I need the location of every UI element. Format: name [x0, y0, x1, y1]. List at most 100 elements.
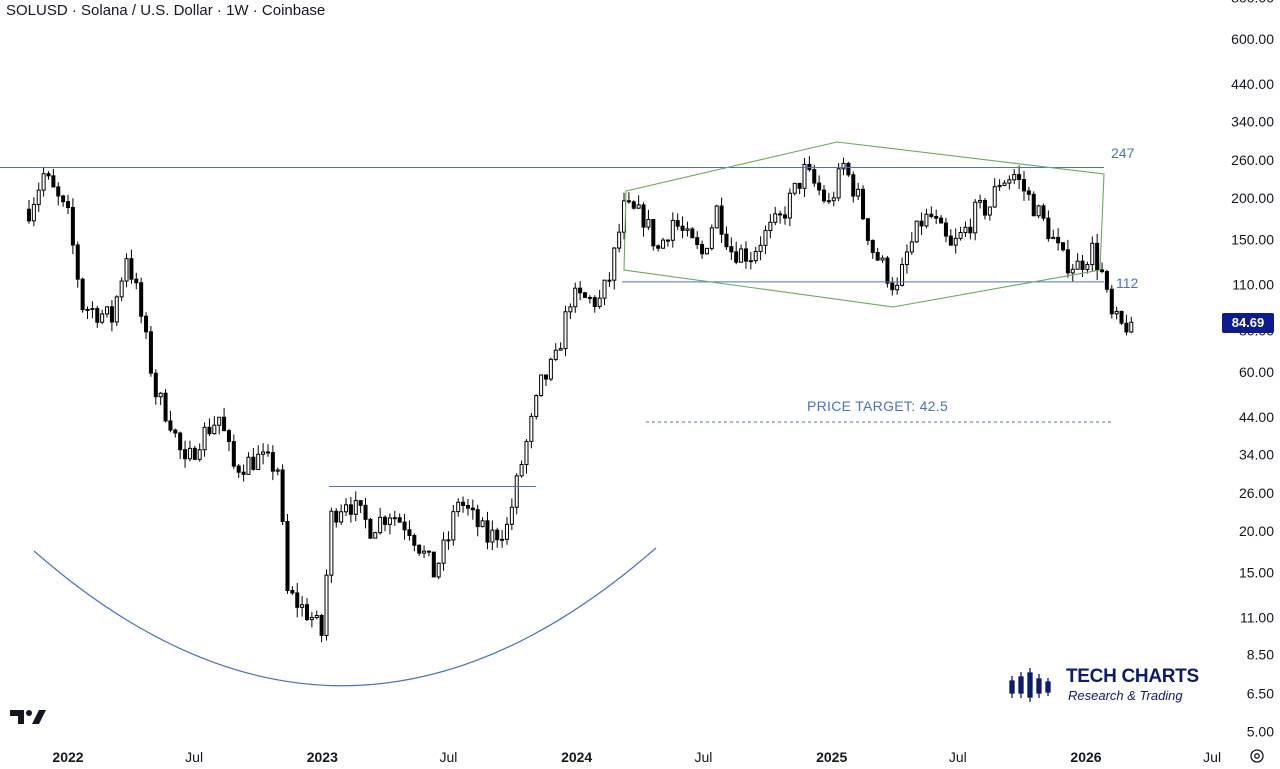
candle-body [597, 297, 602, 307]
candle-body [348, 504, 353, 515]
price-axis[interactable]: 5.00 6.50 8.50 11.00 15.00 20.00 26.00 34.00 44.… [1231, 0, 1274, 739]
candle-body [231, 440, 236, 467]
candle-body [782, 214, 788, 219]
candle [26, 199, 31, 224]
candle-body [1041, 205, 1046, 219]
candle [90, 301, 95, 319]
candle-body [1124, 322, 1129, 333]
tradingview-logo-icon[interactable] [10, 708, 46, 726]
candle-body [109, 306, 114, 323]
candle-body [304, 604, 310, 621]
candle [495, 527, 500, 548]
candle [617, 223, 622, 253]
candle [222, 407, 227, 432]
candle [144, 312, 149, 339]
candle-body [904, 251, 909, 266]
candle [929, 206, 934, 219]
candle-body [56, 186, 61, 197]
chart-title: SOLUSD · Solana / U.S. Dollar · 1W · Coi… [6, 2, 326, 19]
candle [817, 175, 822, 196]
price-axis-tick: 44.00 [1239, 409, 1274, 425]
candle [407, 520, 412, 541]
price-target-label: PRICE TARGET: 42.5 [807, 398, 948, 414]
candle [500, 530, 505, 548]
candle [1124, 314, 1129, 336]
candle-body [982, 199, 987, 216]
candle-body [1085, 264, 1090, 270]
candle [85, 306, 90, 320]
candle [36, 182, 41, 213]
candle [251, 447, 256, 471]
time-axis-tick: 2022 [52, 749, 83, 765]
candle [207, 418, 212, 437]
candle-body [173, 429, 178, 434]
candle-body [183, 449, 188, 460]
candle [451, 504, 456, 546]
candle-body [973, 201, 978, 234]
candle-body [105, 306, 110, 315]
candle-body [1046, 217, 1051, 240]
candle-body [670, 220, 675, 241]
candle [743, 241, 748, 269]
candle-body [300, 604, 305, 608]
candle [861, 185, 866, 220]
candle [95, 305, 100, 328]
candle [392, 510, 397, 526]
candle [821, 185, 827, 204]
settings-gear-icon[interactable] [1249, 748, 1265, 764]
candle [65, 194, 71, 215]
candle-body [90, 308, 95, 311]
candle [1085, 261, 1090, 274]
price-axis-tick: 340.00 [1231, 113, 1274, 129]
candle [231, 434, 236, 469]
candle-body [309, 617, 314, 621]
candle [217, 416, 222, 435]
candle-body [861, 188, 866, 220]
candle-body [919, 220, 924, 227]
candle-body [431, 551, 436, 578]
candle-body [568, 306, 573, 313]
candle-body [704, 247, 709, 255]
candle-body [475, 509, 480, 528]
candle-body [1065, 249, 1070, 274]
candle-body [129, 258, 134, 280]
candle-body [124, 258, 129, 282]
price-axis-tick: 110.00 [1232, 276, 1274, 292]
brand-watermark: TECH CHARTS Research & Trading [1008, 666, 1218, 706]
candle-body [953, 237, 958, 246]
candle [797, 182, 802, 195]
candle [256, 445, 261, 470]
candle-body [948, 235, 953, 246]
brand-subtitle: Research & Trading [1068, 688, 1183, 703]
candle [695, 231, 700, 249]
candle [387, 513, 392, 535]
candle-body [651, 219, 656, 247]
candle-body [1129, 321, 1134, 333]
candle [890, 276, 895, 296]
time-axis[interactable]: 2022 Jul 2023 Jul 2024 Jul 2025 Jul 2026 Jul [52, 749, 1221, 765]
candle-body [534, 395, 539, 417]
candle-body [909, 241, 914, 253]
candles-layer [26, 156, 1134, 643]
candle [690, 227, 695, 239]
candle-body [36, 189, 41, 205]
candle-body [504, 523, 509, 540]
candle-body [870, 239, 875, 253]
candle-body [846, 162, 851, 176]
candle [119, 277, 124, 302]
candle [261, 443, 266, 465]
candle [875, 247, 880, 262]
candle [480, 517, 485, 528]
candle [153, 369, 158, 405]
candle-body [392, 517, 397, 520]
candle [319, 613, 324, 643]
candle [782, 206, 788, 225]
candle-body [612, 247, 617, 281]
candle [968, 218, 973, 240]
candle-body [1080, 260, 1085, 270]
candle [324, 569, 329, 641]
candle-body [1002, 182, 1007, 186]
candle [904, 244, 909, 274]
candle-body [436, 562, 441, 578]
